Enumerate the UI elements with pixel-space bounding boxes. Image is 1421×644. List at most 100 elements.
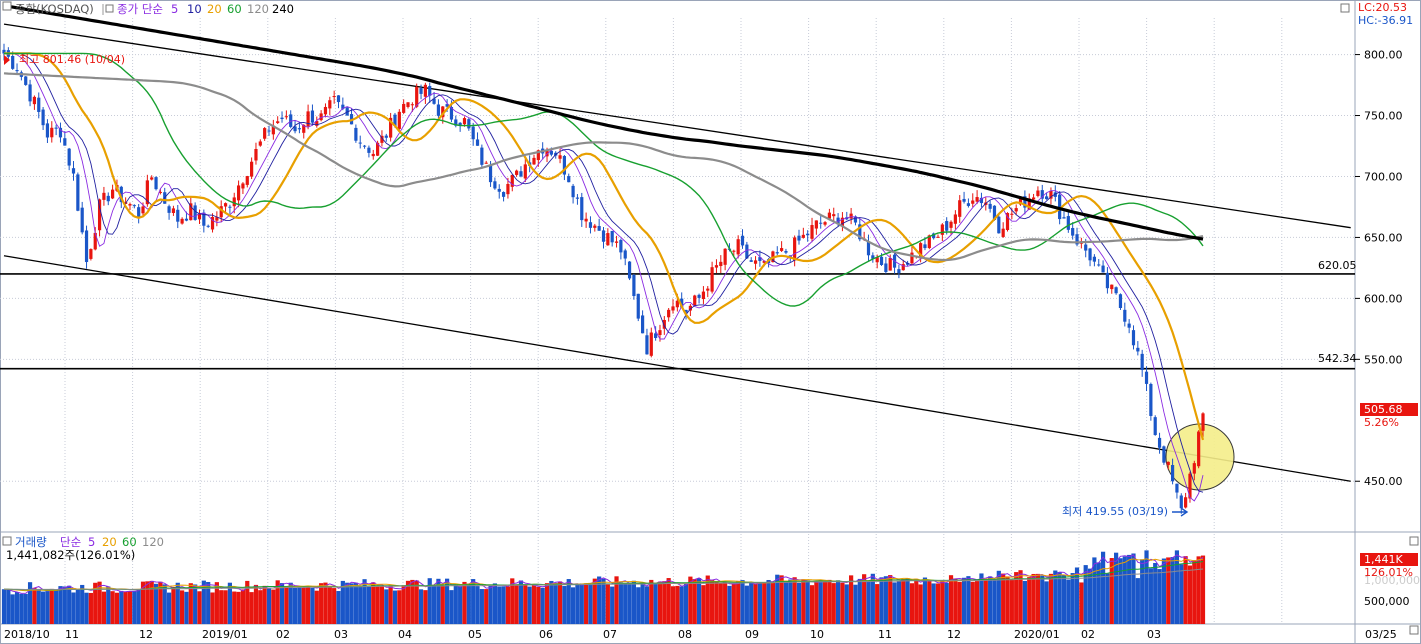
x-axis-ticks: 2018/10 11 12 2019/01 02 03 04 05 06 07 08 09 10 11 12… bbox=[4, 628, 1397, 641]
candle-body bbox=[293, 126, 297, 132]
volume-bar bbox=[857, 578, 862, 624]
volume-bar bbox=[10, 594, 15, 624]
volume-bar bbox=[666, 578, 671, 624]
volume-bar bbox=[375, 585, 380, 624]
candle-body bbox=[1092, 256, 1096, 262]
ma-period-5: 5 bbox=[171, 2, 178, 16]
volume-bar bbox=[870, 573, 875, 624]
x-tick-label: 02 bbox=[1081, 628, 1095, 641]
candle-body bbox=[384, 135, 388, 138]
candle-body bbox=[410, 104, 414, 106]
candle-body bbox=[536, 150, 540, 161]
candle-body bbox=[966, 203, 971, 206]
volume-bar bbox=[445, 578, 450, 624]
ma-period-120: 120 bbox=[247, 2, 269, 16]
volume-bar bbox=[1009, 579, 1014, 624]
volume-bar bbox=[579, 583, 584, 624]
expand-icon[interactable] bbox=[1340, 3, 1350, 13]
volume-bar bbox=[1200, 555, 1206, 624]
volume-bar bbox=[766, 579, 771, 624]
volume-label[interactable]: 거래량 bbox=[15, 535, 47, 549]
volume-bar bbox=[358, 586, 363, 624]
candle-body bbox=[367, 147, 371, 153]
candle-body bbox=[145, 180, 149, 205]
volume-bar bbox=[119, 590, 124, 624]
candle-body bbox=[219, 206, 223, 218]
volume-bar bbox=[1061, 574, 1067, 624]
x-tick-label: 06 bbox=[539, 628, 553, 641]
volume-bar bbox=[597, 576, 602, 624]
candle-body bbox=[1045, 196, 1049, 200]
candle-body bbox=[97, 199, 102, 231]
trend-line bbox=[3, 23, 1351, 229]
volume-bar bbox=[944, 582, 949, 624]
candle-body bbox=[988, 203, 992, 209]
volume-bar bbox=[1066, 579, 1071, 624]
volume-bar bbox=[1070, 573, 1075, 624]
candle-body bbox=[1018, 198, 1023, 205]
candle-body bbox=[132, 205, 136, 207]
candle-body bbox=[567, 176, 571, 183]
candle-body bbox=[571, 185, 575, 198]
volume-bar bbox=[284, 586, 289, 624]
candle-body bbox=[106, 195, 110, 202]
candle-body bbox=[484, 162, 488, 164]
volume-toggle-icon[interactable] bbox=[2, 536, 12, 546]
volume-bar bbox=[553, 582, 558, 624]
scroll-icon[interactable] bbox=[1409, 625, 1419, 635]
candle-body bbox=[627, 261, 632, 279]
candle-body bbox=[667, 309, 671, 318]
candle-body bbox=[1149, 383, 1153, 416]
volume-bar bbox=[462, 581, 467, 624]
candle-body bbox=[423, 84, 427, 97]
volume-expand-icon[interactable] bbox=[1409, 536, 1419, 546]
candle-body bbox=[128, 204, 132, 206]
candle-body bbox=[154, 177, 158, 190]
candle-body bbox=[749, 260, 753, 262]
volume-bar bbox=[544, 583, 550, 624]
volume-bar bbox=[23, 593, 28, 624]
volume-bar bbox=[718, 582, 723, 624]
candle-body bbox=[84, 230, 89, 263]
candle-body bbox=[884, 263, 888, 273]
volume-bar bbox=[75, 589, 80, 624]
volume-bar bbox=[166, 592, 172, 624]
candle-body bbox=[1023, 196, 1027, 208]
candle-body bbox=[254, 149, 258, 161]
candle-body bbox=[1175, 483, 1179, 493]
volume-bar bbox=[731, 583, 736, 624]
candle-body bbox=[193, 205, 197, 220]
ma-line-120 bbox=[3, 72, 1204, 262]
volume-bar bbox=[292, 587, 298, 624]
candle-body bbox=[28, 84, 32, 102]
candle-body bbox=[819, 222, 823, 224]
volume-bar bbox=[588, 583, 593, 624]
volume-bar bbox=[466, 583, 471, 624]
volume-bar bbox=[1187, 565, 1193, 624]
candle-body bbox=[510, 174, 514, 187]
candle-body bbox=[480, 147, 484, 165]
volume-bar bbox=[240, 589, 246, 624]
ma-label[interactable]: 종가 단순 bbox=[117, 2, 163, 16]
volume-bar bbox=[49, 588, 54, 624]
volume-bar bbox=[101, 591, 107, 624]
ma-toggle-icon[interactable] bbox=[105, 4, 114, 13]
volume-bar bbox=[605, 584, 610, 624]
candle-body bbox=[302, 124, 306, 133]
volume-bar bbox=[983, 579, 988, 624]
index-name[interactable]: 종합(KOSDAQ) bbox=[15, 2, 94, 16]
volume-bar bbox=[562, 586, 567, 624]
volume-bar bbox=[427, 578, 432, 624]
candle-body bbox=[284, 116, 288, 118]
volume-bar bbox=[1135, 578, 1140, 624]
candle-body bbox=[210, 216, 215, 230]
volume-bar bbox=[931, 583, 936, 624]
candle-body bbox=[1053, 192, 1057, 197]
pane-toggle-icon[interactable] bbox=[2, 1, 12, 11]
candle-body bbox=[606, 233, 610, 246]
volume-bar bbox=[492, 583, 497, 624]
volume-bar bbox=[327, 585, 332, 624]
candle-body bbox=[671, 306, 675, 311]
candle-body bbox=[706, 288, 710, 291]
